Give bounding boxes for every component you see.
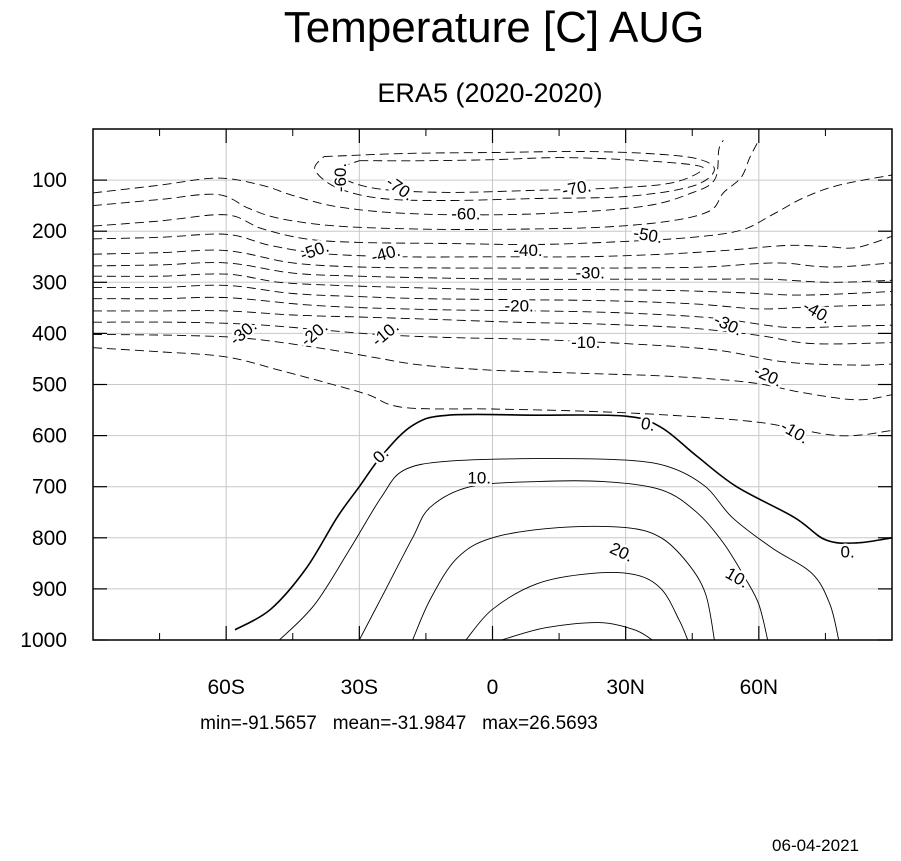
contour-line (279, 458, 840, 641)
contour-label: -50. (298, 237, 332, 265)
contour-line (412, 525, 715, 641)
contour-label: 0. (841, 543, 855, 562)
contour-labels: -70. -70. -60. -60. -50. -50. -40. -40. -40. -30.… (223, 160, 857, 594)
contour-lines (92, 139, 893, 641)
y-tick-label: 400 (32, 322, 67, 345)
y-tick-label: 300 (32, 271, 67, 294)
contour-label: 10. (467, 469, 491, 488)
contour-label: -10. (368, 317, 403, 350)
x-tick-label: 0 (487, 676, 499, 699)
y-tick-label: 700 (32, 476, 67, 499)
y-tick-label: 600 (32, 425, 67, 448)
y-tick-label: 500 (32, 374, 67, 397)
contour-label: -20. (504, 296, 533, 315)
y-tick-label: 100 (32, 169, 67, 192)
contour-label: -20. (751, 361, 786, 391)
contour-label: -60. (331, 163, 350, 192)
contour-label: -30. (711, 310, 746, 340)
contour-label: -30. (576, 264, 605, 283)
y-tick-label: 800 (32, 527, 67, 550)
contour-line (465, 572, 689, 641)
contour-label: -30. (226, 316, 261, 349)
y-tick-label: 1000 (20, 629, 67, 652)
x-tick-label: 60N (740, 676, 779, 699)
contour-line (358, 480, 769, 641)
date-stamp: 06-04-2021 (772, 836, 859, 855)
contour-line (314, 151, 715, 201)
axis-ticks: 60S 30S 0 30N 60N 100 200 300 400 500 600 700 800 900… (20, 129, 892, 699)
contour-line (92, 296, 893, 329)
y-tick-label: 200 (32, 220, 67, 243)
contour-label: -10. (571, 333, 600, 352)
contour-line (92, 347, 893, 437)
contour-line (92, 233, 893, 258)
contour-line (92, 321, 893, 366)
stats-text: min=-91.5657 mean=-31.9847 max=26.5693 (200, 713, 598, 734)
contour-line (336, 157, 704, 193)
y-tick-label: 900 (32, 578, 67, 601)
chart-title: Temperature [C] AUG (284, 3, 705, 52)
contour-line (92, 174, 893, 246)
contour-line (92, 139, 724, 216)
contour-line (93, 310, 893, 345)
contour-label: -40. (513, 241, 542, 260)
contour-label: -20. (297, 317, 332, 350)
contour-label: 0. (639, 414, 656, 435)
contour-line (92, 273, 893, 296)
contour-line (92, 249, 893, 269)
contour-line (92, 284, 893, 310)
contour-line (234, 413, 893, 631)
contour-label: -40. (369, 241, 402, 267)
contour-label: -70. (382, 172, 417, 204)
x-tick-label: 30N (606, 676, 645, 699)
contour-label: -10. (777, 417, 812, 448)
chart-subtitle: ERA5 (2020-2020) (377, 78, 602, 108)
contour-label: 20. (607, 539, 636, 566)
contour-label: -70. (561, 176, 593, 200)
contour-label: 10. (722, 564, 752, 592)
contour-line (501, 622, 653, 641)
x-tick-label: 60S (207, 676, 244, 699)
contour-label: -50. (632, 223, 664, 247)
contour-line (92, 140, 760, 230)
x-tick-label: 30S (341, 676, 378, 699)
contour-label: -40. (800, 297, 835, 328)
contour-label: -60. (451, 204, 480, 223)
contour-line (92, 262, 893, 283)
